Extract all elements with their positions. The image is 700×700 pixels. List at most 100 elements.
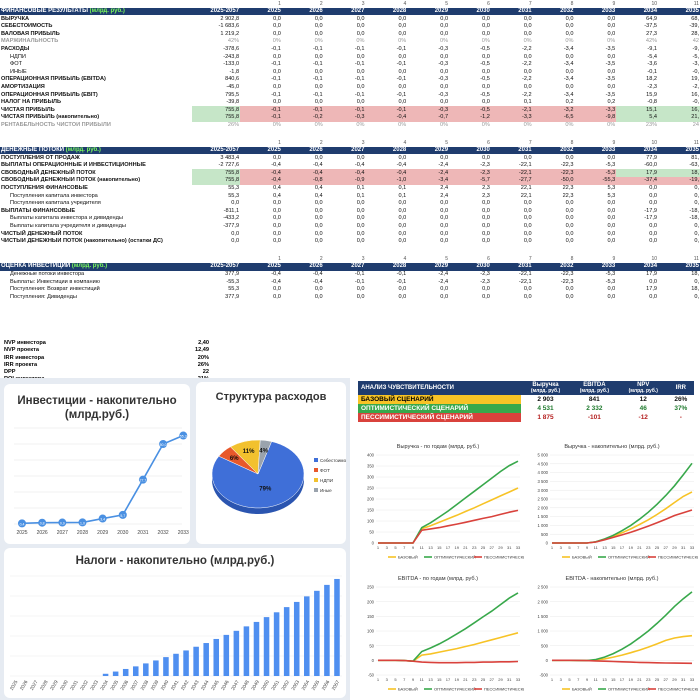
- x-tick-label: 21: [637, 545, 642, 550]
- row-value: -0,4: [354, 162, 365, 169]
- row-value: 0%: [356, 38, 365, 45]
- table-row: ВЫПЛАТЫ ФИНАНСОВЫЕ -811,1 0,0 0,0 0,0 0,0 0,0 0…: [0, 207, 700, 215]
- y-tick-label: 150: [367, 508, 375, 513]
- row-value: 0,: [694, 185, 699, 192]
- ebitda-cumulative-chart: EBITDA - накопительно (млрд. руб.) -500 0 5…: [526, 571, 698, 699]
- legend-label: ПЕССИМИСТИЧЕСКИЙ: [658, 555, 698, 560]
- row-value: -2,3: [449, 169, 491, 178]
- row-total: -133,0: [223, 61, 240, 68]
- row-total: 840,6: [225, 76, 240, 83]
- row-value: 0,0: [398, 99, 407, 106]
- legend-label: ПЕССИМИСТИЧЕСКИЙ: [484, 687, 524, 692]
- x-tick-label: 33: [690, 545, 695, 550]
- row-value: -0,1: [354, 45, 365, 52]
- scenario-row: ОПТИМИСТИЧЕСКИЙ СЦЕНАРИЙ 4 531 2 332 46 37%: [358, 404, 694, 413]
- spacer-row: [0, 245, 700, 255]
- row-value: 0,0: [356, 154, 365, 161]
- row-value: 0,0: [398, 223, 407, 230]
- bar: [203, 643, 209, 676]
- row-value: -5,7: [449, 177, 491, 185]
- data-point: [18, 519, 26, 528]
- row-value: -9,1: [647, 45, 658, 52]
- row-value: 0,0: [607, 230, 616, 237]
- x-tick-label: 9: [586, 545, 589, 550]
- taxes-chart-panel: Налоги - накопительно (млрд.руб.) 2025 202…: [4, 548, 346, 698]
- row-value: -2,1: [490, 106, 533, 114]
- row-value: -19,: [658, 177, 700, 185]
- x-tick-label: 25: [655, 545, 660, 550]
- year-header: 2032: [532, 146, 575, 155]
- x-tick-label: 7: [577, 545, 580, 550]
- x-tick-label: 17: [446, 677, 451, 682]
- row-value: 0,0: [273, 215, 281, 222]
- table-row: Поступления: Возврат инвестиций 55,3 0,0 0,…: [0, 286, 700, 294]
- row-value: -5,4: [647, 53, 658, 60]
- row-value: -0,3: [438, 45, 449, 52]
- x-tick-label: 2026: [19, 679, 30, 692]
- row-value: 0,0: [356, 286, 365, 293]
- table-row: СВОБОДНЫЙ ДЕНЕЖНЫЙ ПОТОК (накопительно) 7…: [0, 177, 700, 185]
- row-value: 0,0: [314, 53, 323, 60]
- row-value: 0,0: [273, 68, 281, 75]
- row-value: 77,9: [646, 154, 658, 161]
- row-value: 0%: [607, 38, 616, 45]
- row-label: ЧИСТАЯ ПРИБЫЛЬ: [1, 106, 55, 113]
- row-value: 0,0: [565, 200, 574, 207]
- bar: [173, 653, 179, 676]
- row-value: 0,0: [523, 23, 532, 30]
- row-total: -433,2: [223, 215, 240, 222]
- row-total: -811,1: [223, 207, 240, 214]
- row-value: 27,3: [646, 30, 658, 37]
- x-tick-label: 19: [455, 545, 460, 550]
- kpi-label: IRR проекта: [4, 361, 38, 368]
- row-value: -0,1: [271, 61, 281, 68]
- row-value: 0,1: [398, 192, 407, 199]
- row-value: 0,0: [356, 200, 365, 207]
- row-value: -0,8: [647, 99, 658, 106]
- index-cell: 10: [651, 256, 658, 263]
- x-tick-label: 2042: [180, 679, 191, 692]
- dashboard-left: Инвестиции - накопительно (млрд.руб.) 0,4 2…: [0, 378, 350, 700]
- table-row: ЧИСТАЯ ПРИБЫЛЬ 755,8 -0,1 -0,1 -0,1 -0,1 -0,3-…: [0, 106, 700, 114]
- col-unit: (млрд. руб.): [530, 388, 561, 394]
- row-value: 0,0: [398, 30, 407, 37]
- row-value: 0,0: [482, 215, 490, 222]
- data-point: [159, 440, 168, 448]
- y-tick-label: 1 000: [538, 629, 549, 634]
- y-tick-label: 0: [372, 658, 375, 663]
- row-value: 0,0: [398, 23, 407, 30]
- bar: [213, 638, 220, 676]
- row-value: 0,0: [440, 23, 449, 30]
- row-value: -3,4: [563, 61, 574, 68]
- legend-swatch: [314, 488, 318, 492]
- row-value: -18,: [689, 215, 699, 222]
- table-row: СВОБОДНЫЙ ДЕНЕЖНЫЙ ПОТОК 755,8 -0,4 -0,4 -0,…: [0, 169, 700, 178]
- row-value: -0,1: [354, 270, 365, 277]
- x-tick-label: 17: [620, 677, 625, 682]
- row-value: 0,0: [565, 30, 574, 37]
- sensitivity-header: АНАЛИЗ ЧУВСТВИТЕЛЬНОСТИ Выручка (млрд. руб…: [358, 381, 694, 395]
- index-cell: 7: [528, 0, 532, 7]
- index-cell: 2: [319, 139, 323, 146]
- row-value: 0,0: [482, 23, 490, 30]
- row-value: -5,3: [605, 270, 616, 277]
- table-row: Выплаты: Инвестиции в компанию -55,3 -0,4 -…: [0, 278, 700, 286]
- row-value: -22,3: [560, 162, 574, 169]
- row-value: 0,1: [523, 99, 532, 106]
- row-value: 0,0: [440, 238, 449, 245]
- row-value: 0,0: [523, 215, 532, 222]
- scenario-value: -101: [569, 413, 619, 422]
- legend-label: БАЗОВЫЙ: [398, 687, 418, 692]
- row-value: -22,1: [490, 169, 533, 178]
- row-value: 0,4: [273, 192, 281, 199]
- row-total: -378,6: [223, 45, 240, 52]
- row-value: -5,3: [574, 169, 617, 178]
- row-value: -0,5: [480, 91, 490, 98]
- year-header: 2025: [240, 146, 282, 155]
- index-cell: 10: [651, 0, 658, 7]
- x-tick-label: 2026: [37, 530, 48, 536]
- year-header: 2035: [658, 263, 700, 271]
- row-value: 2,4: [440, 185, 449, 192]
- row-value: -0,1: [240, 106, 282, 114]
- col-unit: (млрд. руб.): [628, 388, 658, 394]
